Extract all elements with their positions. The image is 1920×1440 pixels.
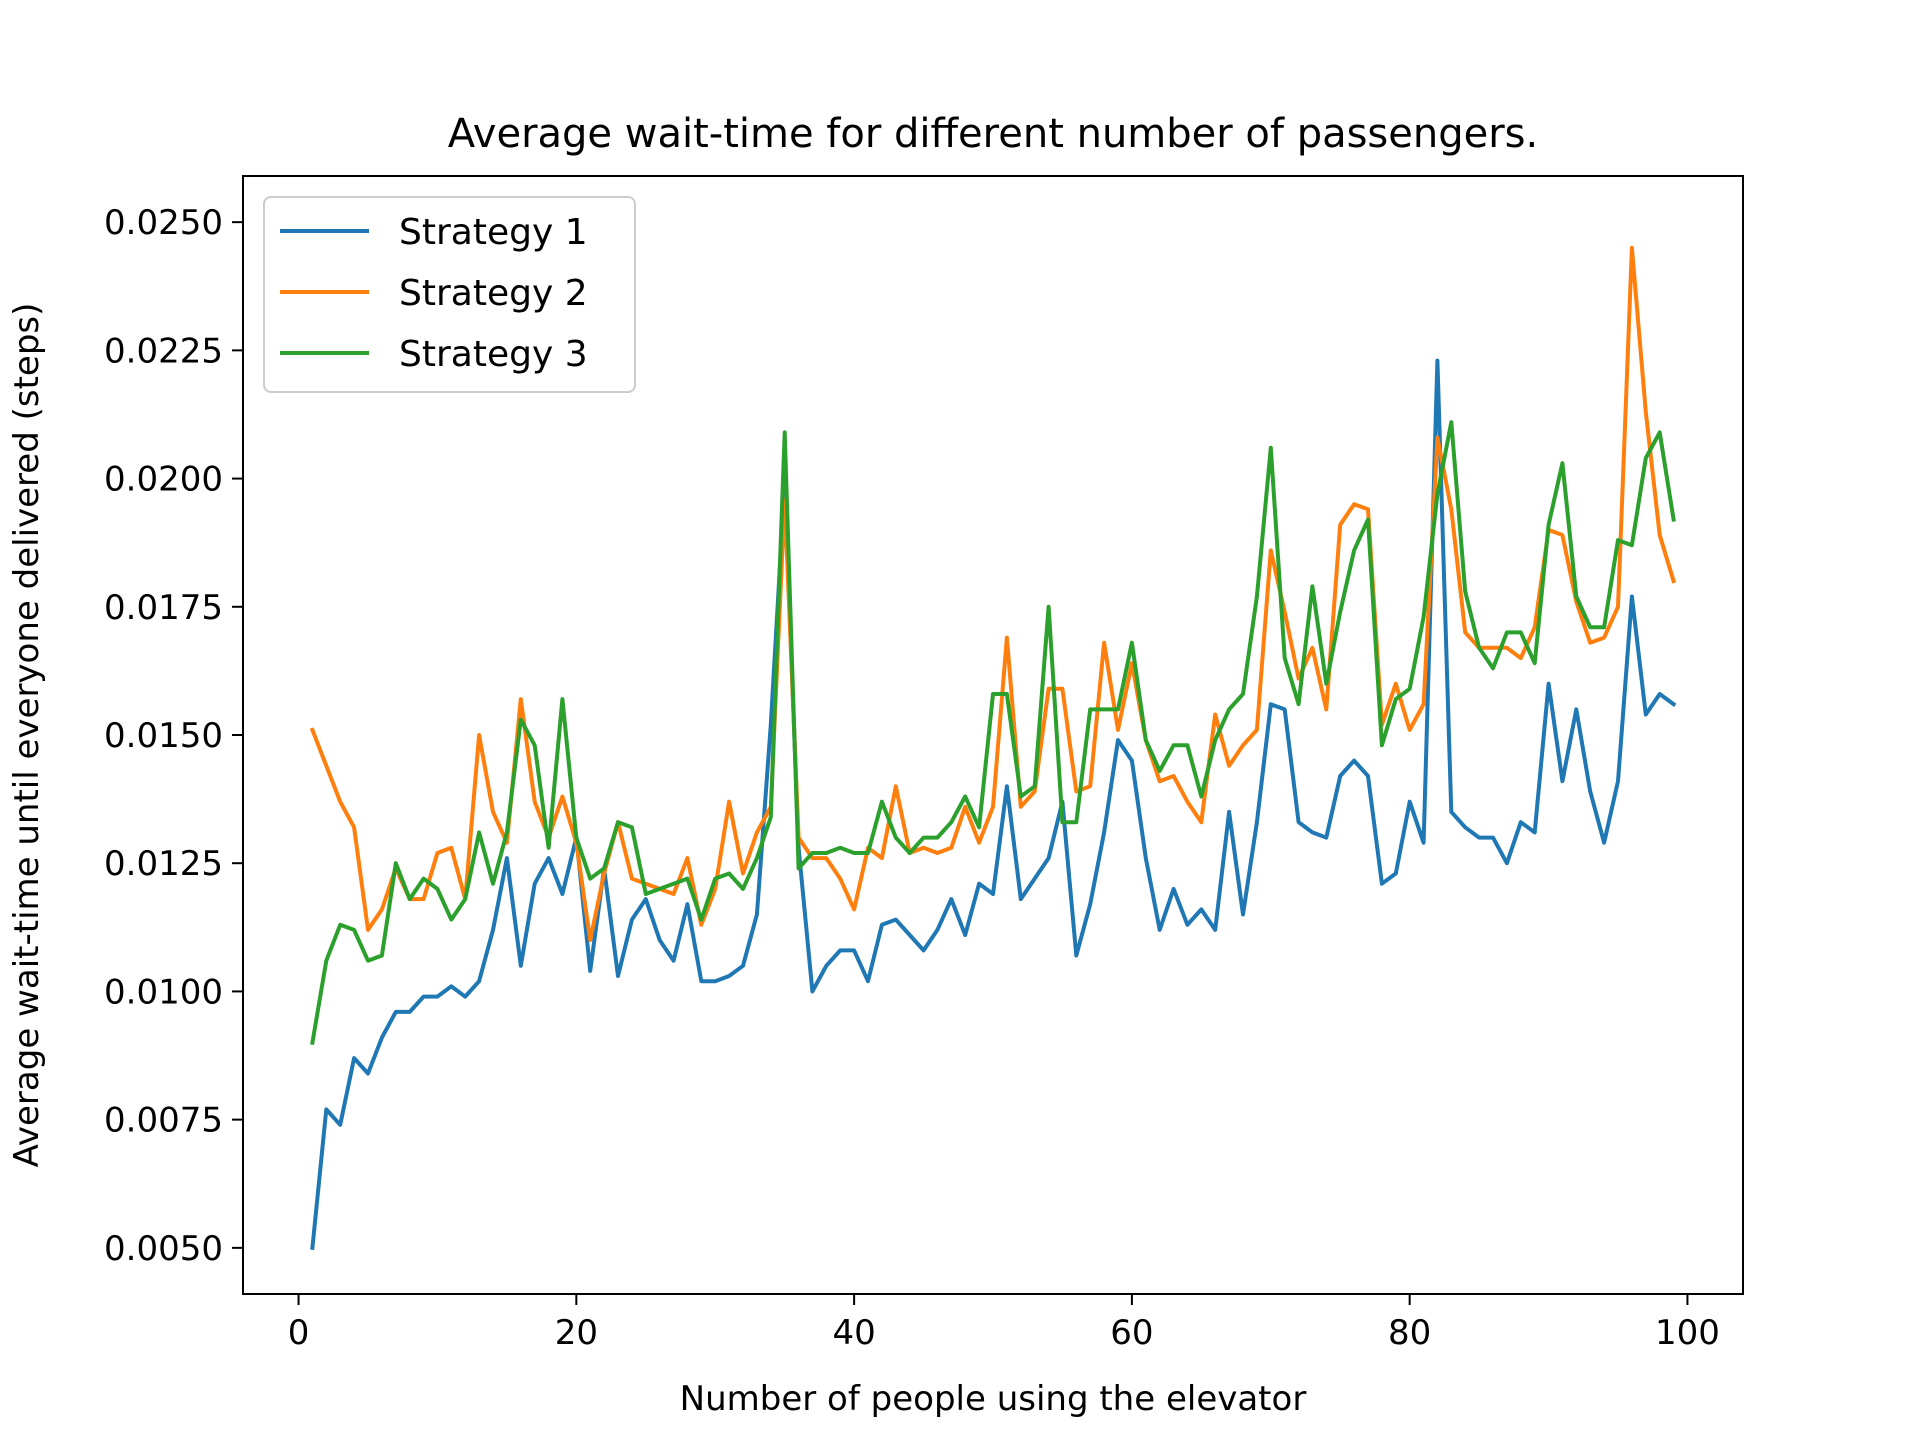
y-tick-label: 0.0200 <box>104 460 223 500</box>
legend: Strategy 1 Strategy 2 Strategy 3 <box>263 196 636 393</box>
y-axis: 0.0050 0.0075 0.0100 0.0125 0.0150 0.0175 0.02… <box>104 203 243 1269</box>
x-axis: 0 20 40 60 80 100 <box>288 1294 1720 1353</box>
x-tick-label: 0 <box>288 1313 310 1353</box>
y-tick-label: 0.0175 <box>104 588 223 628</box>
y-tick-label: 0.0150 <box>104 716 223 756</box>
series-line-3 <box>310 420 1676 1046</box>
legend-label-2: Strategy 2 <box>399 273 588 314</box>
legend-label-3: Strategy 3 <box>399 334 588 375</box>
x-tick-label: 40 <box>832 1313 875 1353</box>
series-line-2 <box>309 245 1677 943</box>
x-axis-label: Number of people using the elevator <box>680 1379 1307 1419</box>
y-tick-label: 0.0225 <box>104 331 223 371</box>
x-tick-label: 80 <box>1388 1313 1431 1353</box>
y-tick-label: 0.0125 <box>104 844 223 884</box>
plot-lines <box>309 245 1677 1250</box>
y-tick-label: 0.0050 <box>104 1229 223 1269</box>
x-tick-label: 60 <box>1110 1313 1153 1353</box>
chart-title: Average wait-time for different number o… <box>448 111 1538 157</box>
y-tick-label: 0.0250 <box>104 203 223 243</box>
y-tick-label: 0.0075 <box>104 1101 223 1141</box>
legend-label-1: Strategy 1 <box>399 212 588 253</box>
y-axis-label: Average wait-time until everyone deliver… <box>7 303 47 1168</box>
legend-box <box>263 196 636 393</box>
y-tick-label: 0.0100 <box>104 972 223 1012</box>
x-tick-label: 20 <box>555 1313 598 1353</box>
series-line-1 <box>310 358 1677 1250</box>
x-tick-label: 100 <box>1655 1313 1720 1353</box>
